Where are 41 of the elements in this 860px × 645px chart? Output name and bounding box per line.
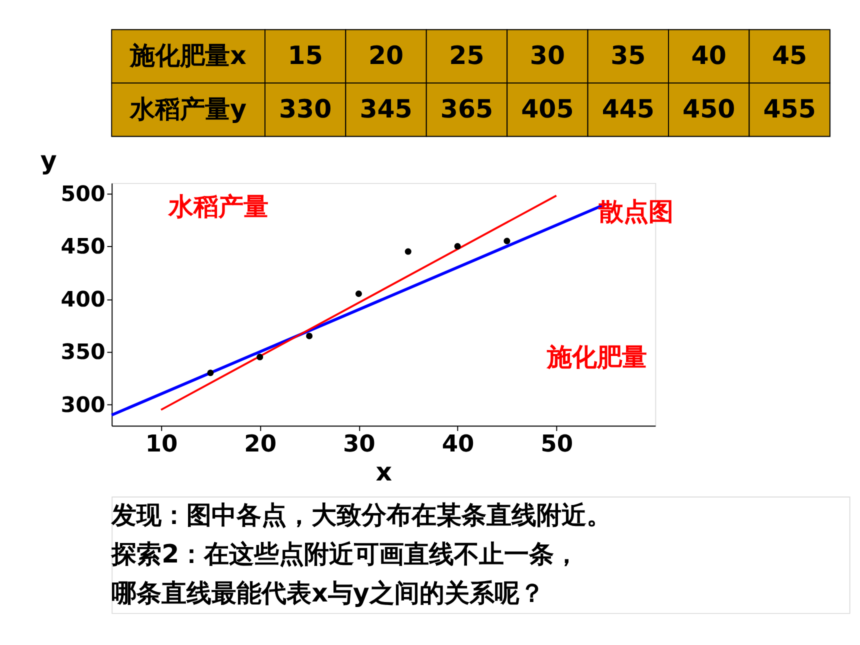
x-tick-label: 40 bbox=[442, 430, 474, 458]
x-axis-title: 施化肥量x bbox=[129, 41, 246, 70]
y-tick-label: 500 bbox=[60, 182, 106, 207]
annotation: 水稻产量 bbox=[167, 192, 268, 221]
x-tick-label: 45 bbox=[772, 41, 808, 70]
y-tick-label: 400 bbox=[60, 287, 106, 312]
y-tick-label: 水稻产量y bbox=[129, 94, 247, 124]
x-tick-label: 15 bbox=[288, 41, 323, 70]
data-label: 455 bbox=[763, 94, 816, 124]
point bbox=[207, 370, 214, 376]
data-label: 450 bbox=[682, 94, 736, 124]
data-label: 405 bbox=[521, 94, 574, 124]
annotation: 散点图 bbox=[597, 196, 674, 226]
data-label: 365 bbox=[440, 94, 494, 124]
point bbox=[404, 248, 412, 255]
point bbox=[454, 243, 461, 250]
data-label: 330 bbox=[278, 94, 332, 124]
text: 探索2：在这些点附近可画直线不止一条， bbox=[110, 539, 580, 568]
x-tick-label: 35 bbox=[610, 41, 646, 70]
text: 发现：图中各点，大致分布在某条直线附近。 bbox=[110, 500, 612, 530]
point bbox=[355, 290, 362, 297]
x-tick-label: 20 bbox=[244, 430, 277, 458]
x-tick-label: 30 bbox=[530, 41, 565, 70]
y-axis-title: y bbox=[40, 146, 57, 175]
point bbox=[256, 354, 264, 360]
annotation: 施化肥量 bbox=[546, 342, 647, 372]
x-tick-label: 20 bbox=[368, 41, 404, 70]
x-tick-label: 30 bbox=[342, 430, 376, 458]
point bbox=[504, 238, 510, 244]
text: 哪条直线最能代表x与y之间的关系呢？ bbox=[112, 578, 544, 608]
x-axis-title: x bbox=[376, 457, 392, 486]
y-tick-label: 350 bbox=[60, 340, 106, 366]
x-tick-label: 10 bbox=[145, 430, 178, 458]
point bbox=[306, 332, 313, 340]
data-label: 345 bbox=[360, 94, 412, 124]
x-tick-label: 50 bbox=[540, 430, 574, 458]
y-tick-label: 300 bbox=[60, 392, 106, 418]
x-tick-label: 25 bbox=[449, 41, 484, 70]
data-label: 445 bbox=[602, 94, 654, 124]
x-tick-label: 40 bbox=[691, 41, 726, 70]
y-tick-label: 450 bbox=[60, 234, 106, 260]
